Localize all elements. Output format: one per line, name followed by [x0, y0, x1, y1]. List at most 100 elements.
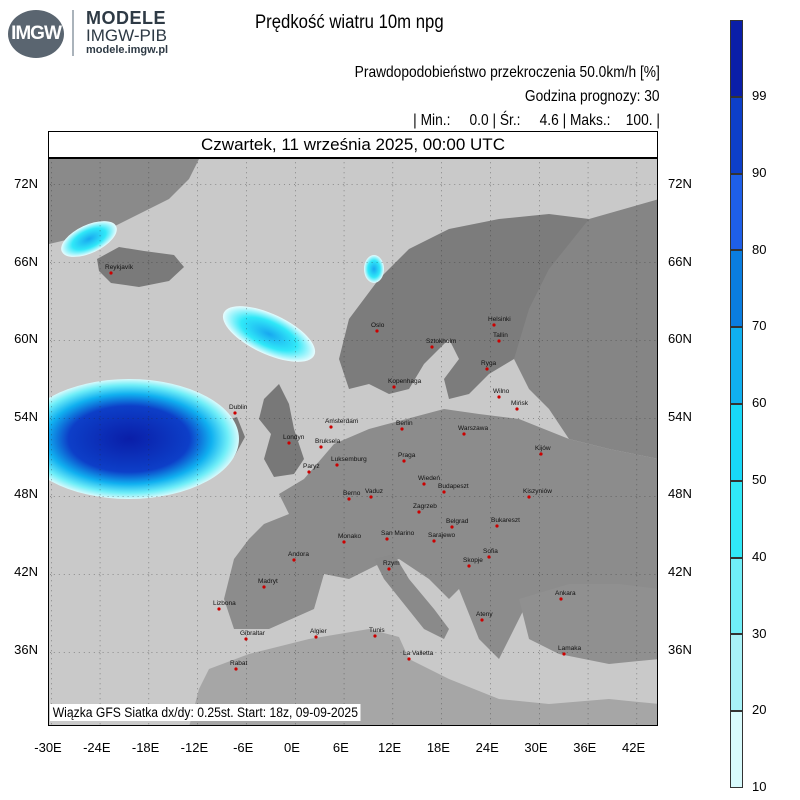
city-label: San Marino: [381, 530, 415, 537]
forecast-hour: Godzina prognozy: 30: [525, 88, 660, 105]
lon-label: 6E: [332, 740, 349, 755]
logo-title: MODELE: [86, 8, 167, 28]
city-label: Amsterdam: [325, 418, 358, 425]
lat-label-right: 66N: [668, 254, 692, 269]
city-dot: [495, 524, 499, 528]
city-dot: [244, 637, 248, 641]
logo-subtitle: IMGW-PIB: [86, 26, 167, 45]
city-label: Praga: [398, 452, 416, 459]
city-label: Algier: [310, 628, 327, 635]
city-dot: [292, 558, 296, 562]
city-label: Rzym: [383, 560, 400, 567]
city-dot: [487, 555, 491, 559]
city-label: Helsinki: [488, 316, 511, 323]
city-label: Dublin: [229, 404, 248, 411]
city-label: Zagrzeb: [413, 503, 437, 510]
lat-label-right: 36N: [668, 642, 692, 657]
city-label: Lizbona: [213, 600, 236, 607]
city-label: Andora: [288, 551, 309, 558]
colorbar-segment: [730, 711, 743, 788]
lon-label: 12E: [378, 740, 402, 755]
lon-label: 30E: [524, 740, 548, 755]
city-label: Warszawa: [458, 425, 488, 432]
city-label: Lamaka: [558, 645, 582, 652]
colorbar-label: 80: [752, 241, 767, 257]
model-info: Wiązka GFS Siatka dx/dy: 0.25st. Start: …: [50, 704, 361, 721]
colorbar-label: 99: [752, 88, 767, 103]
city-dot: [287, 441, 291, 445]
city-dot: [480, 618, 484, 622]
colorbar-segment: [730, 20, 743, 97]
city-dot: [234, 667, 238, 671]
city-dot: [492, 323, 496, 327]
lat-label-left: 42N: [14, 564, 38, 579]
city-label: Wiedeń: [418, 475, 440, 482]
colorbar-label: 10: [752, 779, 767, 795]
city-dot: [562, 652, 566, 656]
city-label: Ryga: [481, 360, 497, 367]
lon-label: -30E: [34, 740, 62, 755]
city-dot: [467, 564, 471, 568]
city-dot: [402, 459, 406, 463]
city-dot: [400, 427, 404, 431]
lon-label: 42E: [622, 740, 646, 755]
lat-label-right: 72N: [668, 176, 692, 191]
city-dot: [329, 425, 333, 429]
city-dot: [497, 339, 501, 343]
probability-subtitle: Prawdopodobieństwo przekroczenia 50.0km/…: [354, 64, 660, 81]
colorbar-segment: [730, 557, 743, 635]
lat-label-left: 54N: [14, 409, 38, 424]
city-label: Belgrad: [446, 518, 469, 525]
city-dot: [369, 495, 373, 499]
city-label: Bukareszt: [491, 517, 520, 524]
lat-label-left: 60N: [14, 331, 38, 346]
city-label: Wilno: [493, 388, 510, 395]
city-label: Tunis: [369, 627, 385, 634]
city-dot: [319, 445, 323, 449]
city-dot: [527, 495, 531, 499]
colorbar-label: 20: [752, 702, 767, 718]
city-dot: [417, 510, 421, 514]
city-label: Ankara: [555, 590, 576, 597]
city-label: Londyn: [283, 434, 305, 441]
city-label: Madryt: [258, 578, 278, 585]
lon-label: 0E: [284, 740, 300, 755]
colorbar-label: 60: [752, 395, 767, 411]
colorbar-label: 70: [752, 318, 767, 334]
city-dot: [335, 463, 339, 467]
city-dot: [314, 635, 318, 639]
city-dot: [485, 367, 489, 371]
colorbar-label: 50: [752, 472, 767, 487]
city-label: Sofia: [483, 548, 498, 555]
graticule: [49, 159, 657, 725]
city-label: Kijów: [535, 445, 551, 452]
lon-label: 24E: [475, 740, 499, 755]
city-dot: [307, 470, 311, 474]
city-dot: [422, 482, 426, 486]
city-label: Mińsk: [511, 400, 529, 407]
lat-label-right: 60N: [668, 331, 692, 346]
colorbar-segment: [730, 404, 743, 481]
city-label: Rabat: [230, 660, 248, 667]
city-dot: [109, 271, 113, 275]
lat-label-left: 66N: [14, 254, 38, 269]
lat-label-left: 36N: [14, 642, 38, 657]
lat-label-right: 54N: [668, 409, 692, 424]
city-label: Sztokholm: [426, 338, 456, 345]
city-label: Oslo: [371, 322, 385, 329]
city-dot: [515, 407, 519, 411]
colorbar-segment: [730, 480, 743, 558]
colorbar-label: 90: [752, 164, 767, 180]
lat-label-left: 48N: [14, 486, 38, 501]
city-label: Skopje: [463, 557, 483, 564]
city-dot: [462, 432, 466, 436]
city-label: Monako: [338, 533, 362, 540]
lat-label-right: 42N: [668, 564, 692, 579]
city-label: Sarajewo: [428, 532, 455, 539]
lon-label: -6E: [233, 740, 254, 755]
city-label: Berno: [343, 490, 361, 497]
stats-line: | Min.: 0.0 | Śr.: 4.6 | Maks.: 100. |: [413, 112, 660, 129]
imgw-logo: IMGW: [8, 10, 64, 58]
city-dot: [497, 395, 501, 399]
city-dot: [387, 567, 391, 571]
